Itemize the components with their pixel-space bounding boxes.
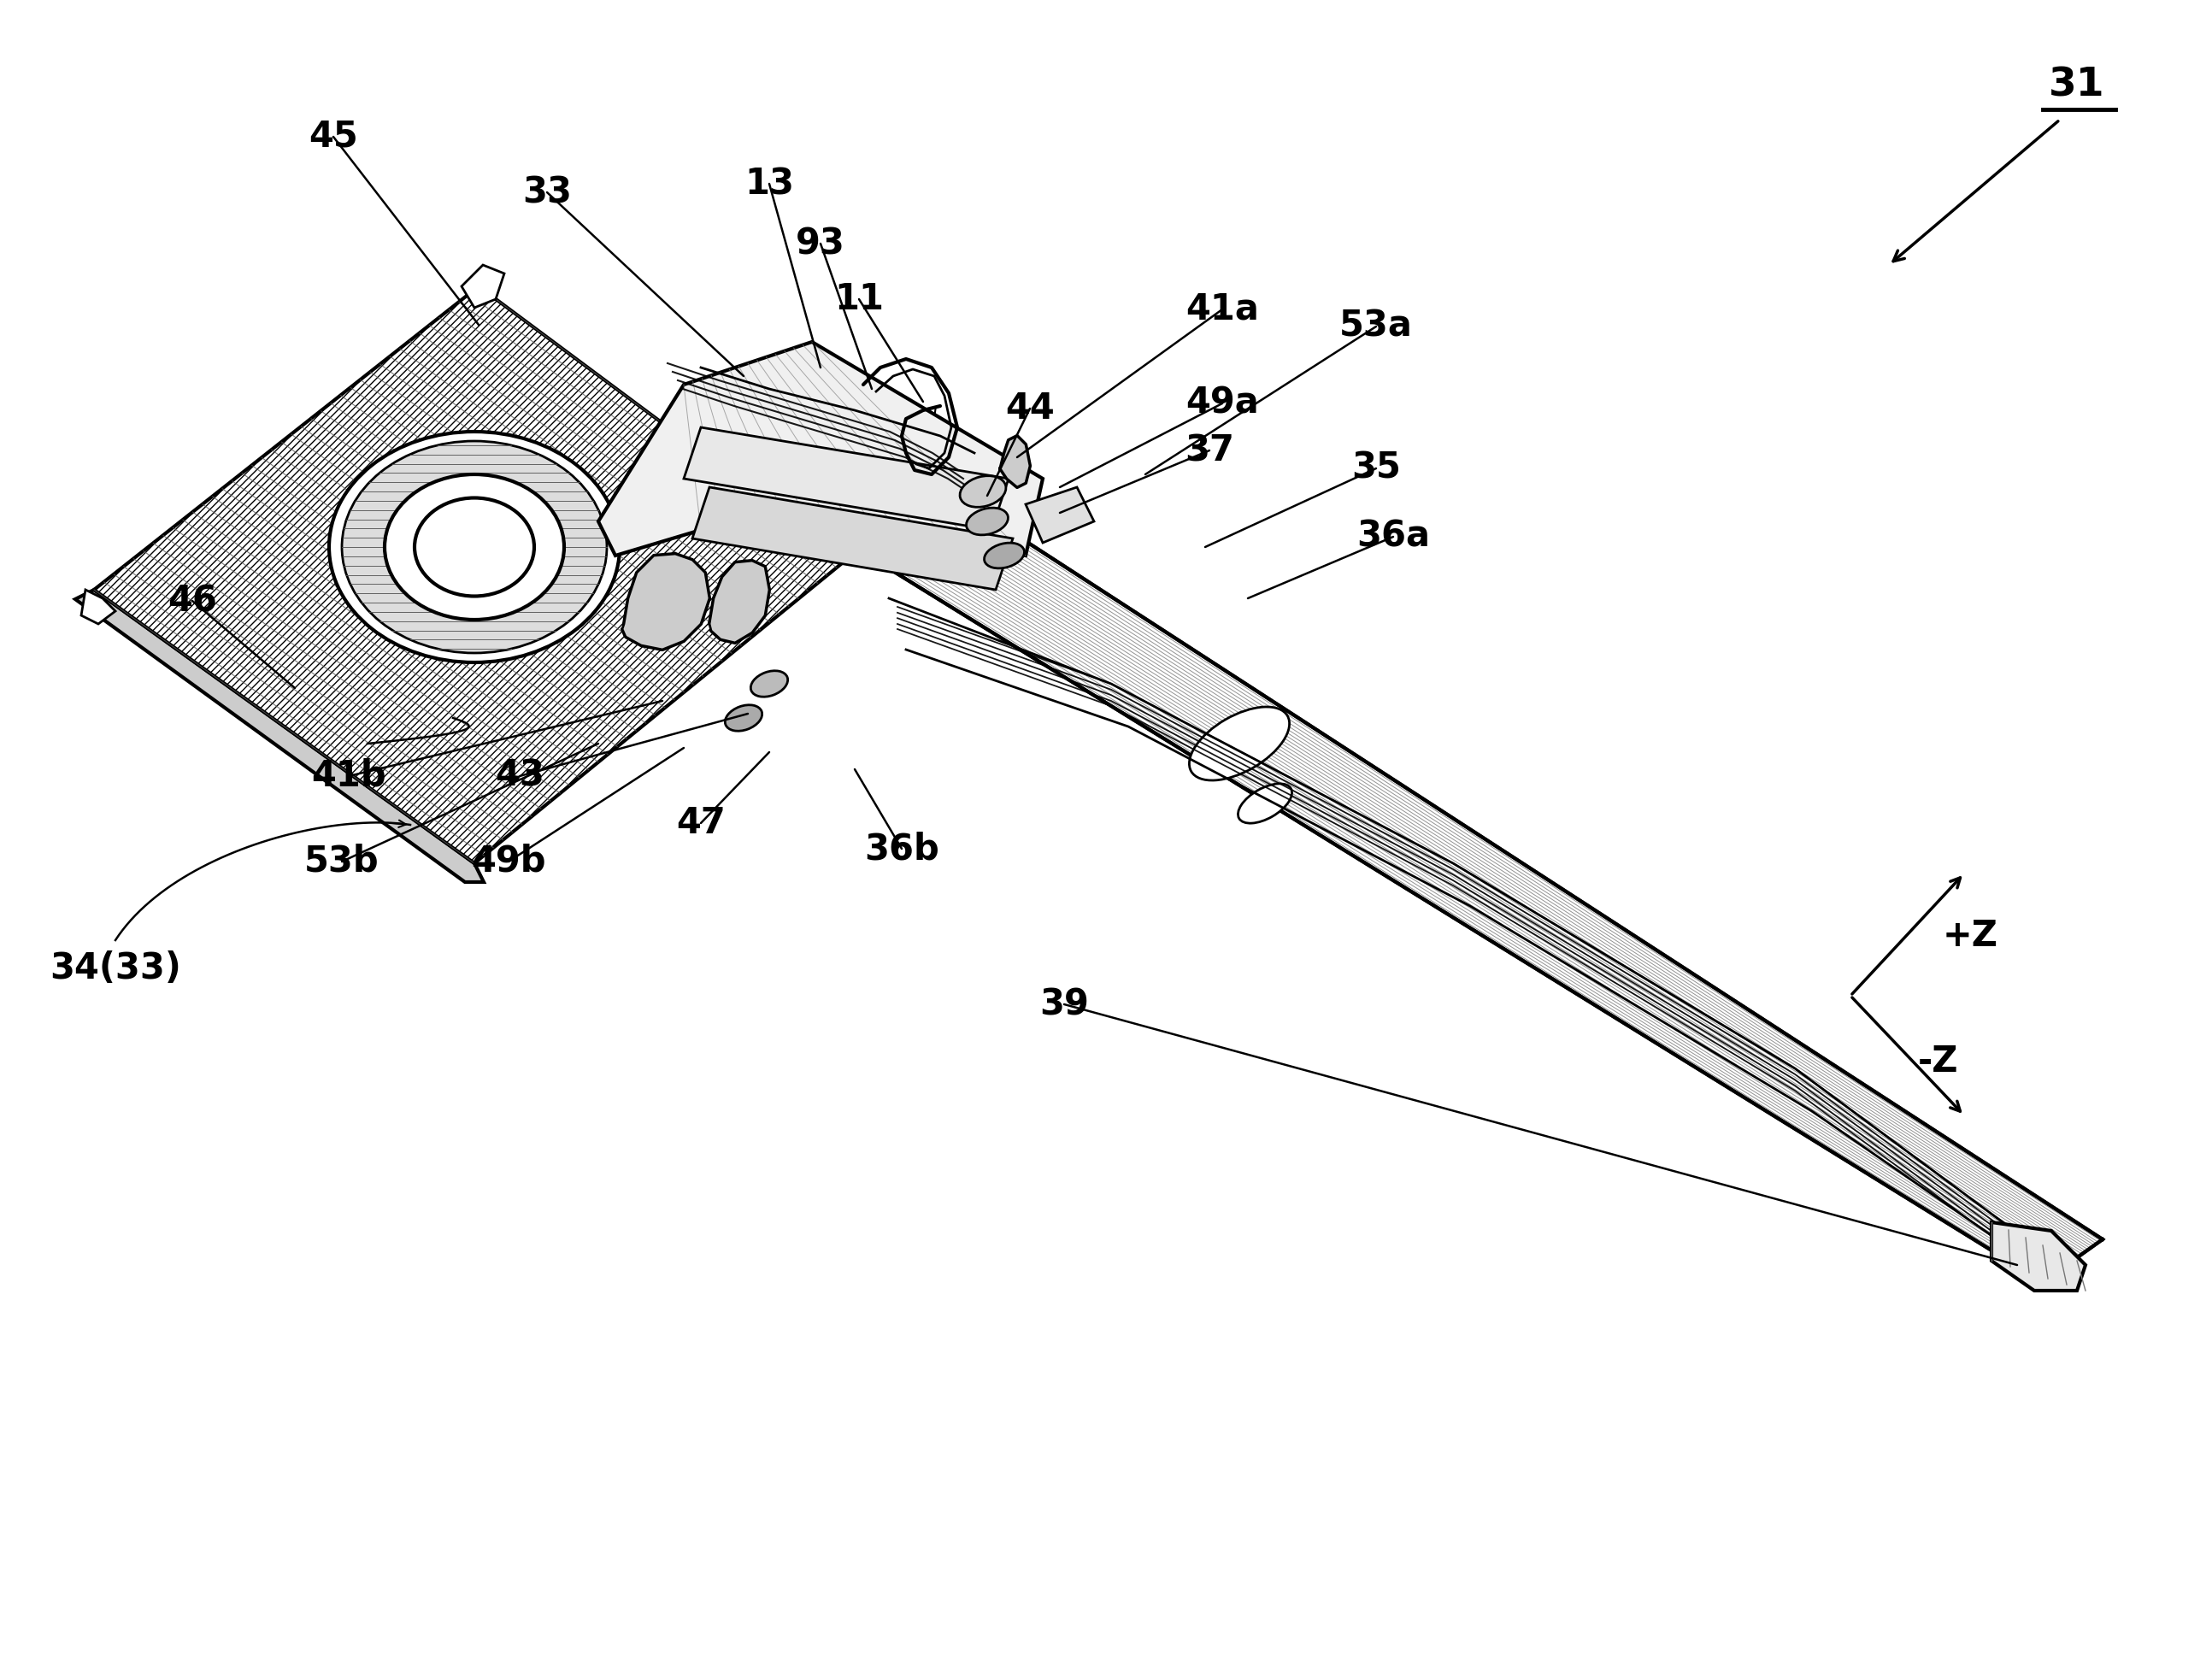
Polygon shape bbox=[95, 286, 847, 862]
Text: 93: 93 bbox=[796, 226, 845, 261]
Text: 45: 45 bbox=[310, 118, 358, 155]
Polygon shape bbox=[710, 561, 770, 643]
Text: 36b: 36b bbox=[865, 831, 940, 867]
Text: 49a: 49a bbox=[1186, 386, 1259, 421]
Text: 41b: 41b bbox=[312, 758, 387, 794]
Text: 43: 43 bbox=[495, 758, 544, 794]
Polygon shape bbox=[597, 341, 1042, 556]
Text: 46: 46 bbox=[168, 583, 217, 619]
Polygon shape bbox=[692, 488, 1013, 589]
Text: 35: 35 bbox=[1352, 451, 1400, 486]
Ellipse shape bbox=[343, 441, 606, 653]
Polygon shape bbox=[622, 554, 710, 649]
Polygon shape bbox=[743, 436, 2104, 1282]
Ellipse shape bbox=[967, 508, 1009, 534]
Ellipse shape bbox=[414, 498, 533, 596]
Text: 49b: 49b bbox=[471, 844, 546, 879]
Text: 53a: 53a bbox=[1340, 308, 1413, 345]
Text: 47: 47 bbox=[677, 806, 726, 841]
Text: 39: 39 bbox=[1040, 986, 1088, 1022]
Polygon shape bbox=[1991, 1222, 2086, 1290]
Text: -Z: -Z bbox=[1918, 1044, 1960, 1079]
Polygon shape bbox=[462, 265, 504, 308]
Text: 36a: 36a bbox=[1356, 519, 1429, 554]
Polygon shape bbox=[75, 589, 484, 882]
Ellipse shape bbox=[726, 704, 763, 731]
Text: +Z: +Z bbox=[1942, 917, 1997, 954]
Ellipse shape bbox=[750, 671, 787, 698]
Ellipse shape bbox=[330, 431, 619, 663]
Polygon shape bbox=[82, 589, 115, 624]
Text: 11: 11 bbox=[834, 281, 885, 316]
Ellipse shape bbox=[960, 476, 1006, 508]
Polygon shape bbox=[1000, 436, 1031, 488]
Ellipse shape bbox=[1190, 708, 1290, 781]
Ellipse shape bbox=[385, 475, 564, 619]
Text: 33: 33 bbox=[522, 175, 573, 210]
Polygon shape bbox=[1026, 488, 1095, 543]
Text: 53b: 53b bbox=[305, 844, 380, 879]
Polygon shape bbox=[684, 428, 1009, 529]
Text: 34(33): 34(33) bbox=[49, 951, 181, 986]
Text: 31: 31 bbox=[2048, 67, 2106, 105]
Text: 41a: 41a bbox=[1186, 291, 1259, 328]
Text: 37: 37 bbox=[1186, 433, 1234, 468]
Text: 44: 44 bbox=[1004, 391, 1055, 426]
Ellipse shape bbox=[984, 543, 1024, 568]
Text: 13: 13 bbox=[745, 167, 794, 201]
Ellipse shape bbox=[1239, 784, 1292, 823]
